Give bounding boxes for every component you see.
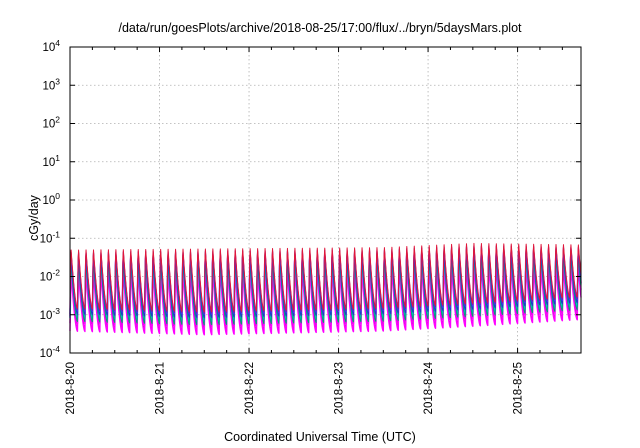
x-tick-label: 2018-8-22 [244, 362, 256, 414]
x-tick-label: 2018-8-24 [423, 361, 435, 414]
chart-title: /data/run/goesPlots/archive/2018-08-25/1… [118, 21, 522, 35]
y-tick-label: 10-4 [40, 344, 61, 360]
y-tick-label: 100 [42, 191, 60, 207]
grid-layer [70, 46, 581, 354]
y-tick-label: 10-3 [40, 306, 61, 322]
series-layer [69, 242, 582, 336]
y-tick-label: 101 [42, 153, 60, 169]
x-tick-label: 2018-8-23 [334, 362, 346, 414]
y-tick-label: 104 [42, 38, 60, 54]
x-axis-label: Coordinated Universal Time (UTC) [224, 430, 416, 444]
x-tick-label: 2018-8-25 [513, 362, 525, 414]
x-tick-label: 2018-8-20 [65, 362, 77, 414]
frame-layer [69, 46, 582, 354]
x-tick-label: 2018-8-21 [155, 362, 167, 414]
plot-frame [69, 46, 582, 354]
tick-label-layer: 10-4 10-3 10-2 10-1 100 101 102 103 104 2018-8-20… [40, 38, 525, 414]
data-series-line [69, 242, 582, 313]
y-tick-label: 10-1 [40, 229, 61, 245]
y-tick-label: 102 [42, 115, 60, 131]
y-tick-label: 103 [42, 76, 60, 92]
y-tick-label: 10-2 [40, 268, 61, 284]
